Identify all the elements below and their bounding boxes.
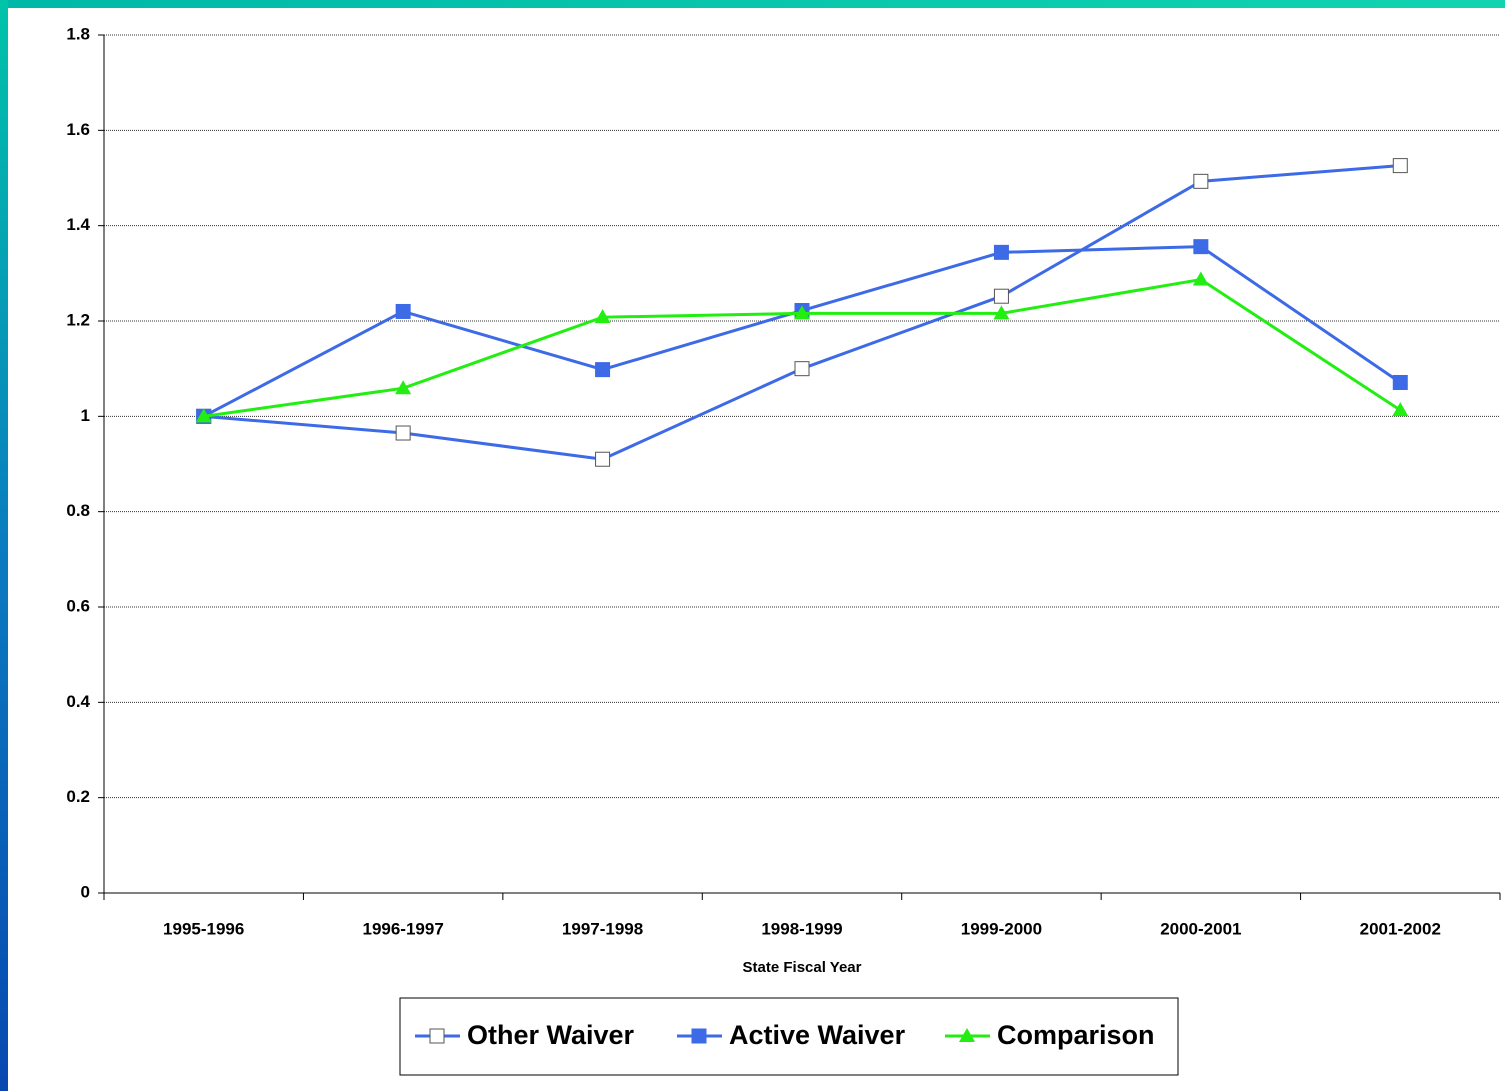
x-tick-label: 2001-2002 [1360,919,1441,938]
legend-marker [429,1028,445,1044]
y-tick-label: 0.8 [66,501,90,520]
legend-label: Comparison [997,1020,1155,1050]
x-axis-title: State Fiscal Year [743,959,862,976]
x-tick-label: 1998-1999 [761,919,842,938]
legend-box [399,997,1179,1076]
data-point [794,361,810,377]
data-point [794,305,810,320]
data-point [1193,173,1209,189]
data-point [993,288,1009,304]
data-point [395,303,411,319]
legend-label: Other Waiver [467,1020,635,1050]
top-border [0,0,1505,8]
data-point [395,380,412,395]
x-tick-label: 1996-1997 [362,919,443,938]
data-point [195,408,212,423]
series-line [203,277,1402,418]
data-point [1193,239,1209,255]
legend-label: Active Waiver [729,1020,906,1050]
left-border [0,0,8,1091]
data-point [595,451,611,467]
data-point [395,425,411,441]
data-point [1192,271,1209,286]
y-tick-label: 0.2 [66,787,90,806]
y-tick-label: 1.2 [66,310,90,329]
y-tick-label: 1.6 [66,120,90,139]
y-tick-label: 0 [81,882,90,901]
data-point [993,305,1010,320]
legend-marker [959,1028,975,1042]
data-point [595,362,611,378]
y-tick-label: 1.8 [66,24,90,43]
y-tick-label: 0.4 [66,692,90,711]
y-tick-label: 1 [81,406,90,425]
data-point [594,309,611,324]
legend-marker [691,1028,707,1044]
x-tick-label: 1995-1996 [163,919,244,938]
data-point [993,244,1009,260]
x-tick-label: 2000-2001 [1160,919,1241,938]
y-tick-label: 1.4 [66,215,90,234]
y-tick-label: 0.6 [66,596,90,615]
data-point [1392,374,1408,390]
x-tick-label: 1997-1998 [562,919,643,938]
data-point [1392,158,1408,174]
data-point [1392,402,1409,417]
x-tick-label: 1999-2000 [961,919,1042,938]
